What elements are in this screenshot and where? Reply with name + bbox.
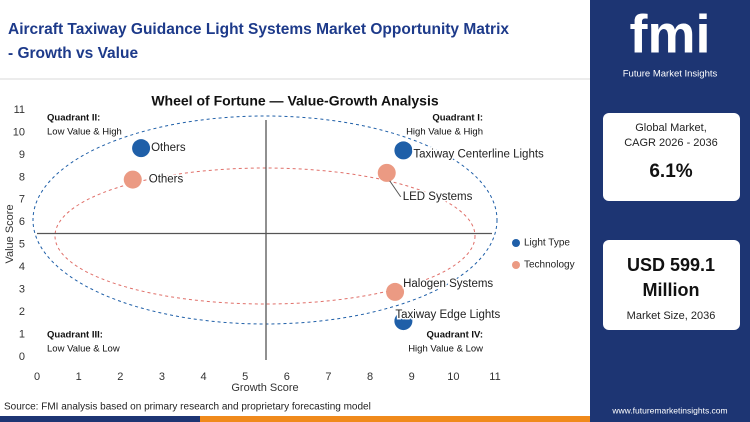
card-value: Million	[643, 280, 700, 300]
y-tick-label: 2	[19, 306, 25, 318]
point-label: Taxiway Edge Lights	[395, 309, 500, 321]
legend-label: Technology	[524, 260, 575, 271]
x-tick-label: 8	[367, 371, 373, 383]
legend-label: Light Type	[524, 238, 570, 249]
legend-swatch	[512, 261, 520, 269]
footer-bar	[0, 416, 200, 422]
x-tick-label: 3	[159, 371, 165, 383]
y-tick-label: 6	[19, 216, 25, 228]
point-label: Taxiway Centerline Lights	[413, 148, 544, 160]
x-tick-label: 9	[409, 371, 415, 383]
y-tick-label: 4	[19, 261, 25, 273]
point-label: LED Systems	[403, 191, 473, 203]
quadrant-desc: High Value & Low	[408, 344, 483, 355]
y-tick-label: 10	[13, 126, 25, 138]
card-label: Market Size, 2036	[627, 310, 716, 322]
card-value: 6.1%	[649, 161, 692, 182]
x-tick-label: 10	[447, 371, 459, 383]
y-tick-label: 9	[19, 149, 25, 161]
leader-line	[389, 180, 402, 198]
y-tick-label: 7	[19, 194, 25, 206]
data-point	[123, 170, 142, 189]
quadrant-name: Quadrant III:	[47, 330, 103, 341]
x-tick-label: 11	[489, 371, 500, 383]
y-tick-label: 5	[19, 239, 25, 251]
quadrant-desc: High Value & High	[406, 127, 483, 138]
x-tick-label: 5	[242, 371, 248, 383]
chart-title: Wheel of Fortune — Value-Growth Analysis	[151, 93, 439, 109]
point-label: Halogen Systems	[403, 278, 493, 290]
x-tick-label: 4	[200, 371, 206, 383]
ellipse-guide	[54, 167, 476, 305]
y-tick-label: 11	[14, 104, 25, 116]
x-axis-label: Growth Score	[231, 382, 298, 394]
x-tick-label: 0	[34, 371, 40, 383]
card-label: Global Market,	[635, 122, 707, 134]
x-tick-label: 6	[284, 371, 290, 383]
legend-swatch	[512, 239, 520, 247]
y-axis-label: Value Score	[4, 204, 16, 263]
card-value: USD 599.1	[627, 255, 715, 275]
data-point	[386, 282, 405, 301]
quadrant-desc: Low Value & High	[47, 127, 122, 138]
card-label: CAGR 2026 - 2036	[624, 137, 718, 149]
card	[603, 240, 740, 330]
footer-bar	[200, 416, 590, 422]
source-note: Source: FMI analysis based on primary re…	[4, 402, 371, 413]
logo: fmi	[630, 4, 711, 64]
point-label: Others	[149, 174, 184, 186]
data-point	[394, 312, 413, 331]
quadrant-name: Quadrant II:	[47, 113, 100, 124]
y-tick-label: 3	[19, 284, 25, 296]
quadrant-name: Quadrant I:	[432, 113, 483, 124]
data-point	[394, 141, 413, 160]
card	[603, 113, 740, 201]
x-tick-label: 2	[117, 371, 123, 383]
data-point	[132, 139, 151, 158]
x-tick-label: 7	[325, 371, 331, 383]
quadrant-name: Quadrant IV:	[427, 330, 483, 341]
website: www.futuremarketinsights.com	[611, 405, 727, 415]
logo-tagline: Future Market Insights	[623, 69, 718, 80]
page-title: Aircraft Taxiway Guidance Light Systems …	[8, 21, 509, 38]
quadrant-desc: Low Value & Low	[47, 344, 120, 355]
y-tick-label: 8	[19, 171, 25, 183]
data-point	[377, 163, 396, 182]
side-panel	[590, 0, 750, 422]
y-tick-label: 1	[19, 328, 25, 340]
x-tick-label: 1	[76, 371, 82, 383]
y-tick-label: 0	[19, 351, 25, 363]
page-title: - Growth vs Value	[8, 45, 138, 62]
ellipse-guide	[32, 115, 498, 325]
point-label: Others	[151, 142, 186, 154]
